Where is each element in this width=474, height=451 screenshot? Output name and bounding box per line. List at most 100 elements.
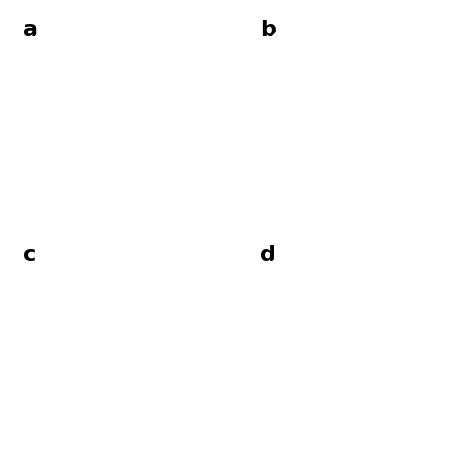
Circle shape [256, 241, 455, 440]
Polygon shape [373, 366, 389, 377]
Polygon shape [360, 323, 430, 358]
Polygon shape [199, 105, 220, 168]
Polygon shape [329, 145, 344, 156]
Ellipse shape [7, 240, 166, 377]
Polygon shape [356, 235, 373, 323]
Polygon shape [330, 379, 351, 436]
Wedge shape [55, 132, 90, 150]
Circle shape [321, 341, 327, 348]
Circle shape [366, 341, 373, 348]
Polygon shape [93, 153, 114, 210]
FancyBboxPatch shape [21, 349, 216, 442]
Polygon shape [329, 370, 344, 382]
Circle shape [19, 241, 218, 440]
Polygon shape [92, 370, 107, 382]
Polygon shape [373, 235, 462, 266]
Polygon shape [127, 383, 132, 398]
Polygon shape [136, 140, 152, 152]
Circle shape [326, 328, 332, 335]
Circle shape [323, 335, 329, 341]
Text: b: b [260, 19, 276, 40]
Circle shape [40, 334, 91, 385]
Polygon shape [368, 323, 457, 338]
Circle shape [330, 328, 364, 362]
Polygon shape [330, 153, 351, 210]
Circle shape [344, 364, 350, 370]
Polygon shape [373, 140, 389, 152]
Polygon shape [387, 235, 462, 298]
Circle shape [362, 355, 369, 361]
Polygon shape [368, 323, 457, 351]
Polygon shape [313, 136, 409, 147]
Polygon shape [436, 105, 457, 168]
Wedge shape [65, 334, 91, 385]
Polygon shape [131, 323, 220, 351]
Polygon shape [364, 157, 369, 172]
Polygon shape [123, 98, 193, 132]
Polygon shape [338, 235, 373, 323]
Text: c: c [23, 245, 36, 265]
Polygon shape [76, 136, 172, 147]
Circle shape [19, 15, 218, 215]
Circle shape [365, 348, 371, 354]
Polygon shape [360, 98, 430, 132]
Text: d: d [260, 245, 276, 265]
Polygon shape [12, 235, 225, 446]
Polygon shape [313, 362, 409, 372]
Polygon shape [76, 362, 172, 383]
Polygon shape [118, 9, 136, 98]
Polygon shape [8, 5, 229, 225]
Polygon shape [249, 9, 462, 221]
Polygon shape [127, 157, 132, 172]
Wedge shape [257, 314, 457, 442]
Polygon shape [150, 9, 225, 73]
Polygon shape [92, 145, 107, 156]
Polygon shape [356, 9, 373, 98]
Polygon shape [131, 323, 220, 338]
Polygon shape [136, 9, 225, 41]
Circle shape [337, 363, 343, 369]
Circle shape [365, 335, 371, 341]
FancyBboxPatch shape [258, 124, 453, 217]
Circle shape [356, 359, 363, 365]
Polygon shape [256, 77, 345, 105]
Polygon shape [245, 5, 466, 225]
Polygon shape [436, 330, 457, 393]
Circle shape [344, 319, 350, 325]
Polygon shape [4, 226, 233, 451]
Polygon shape [19, 302, 108, 330]
Circle shape [256, 15, 455, 215]
Polygon shape [19, 77, 108, 105]
Polygon shape [249, 235, 462, 446]
Polygon shape [245, 230, 466, 451]
Polygon shape [129, 379, 150, 436]
Ellipse shape [52, 345, 64, 354]
Polygon shape [131, 98, 220, 125]
Circle shape [361, 329, 367, 336]
Wedge shape [20, 314, 220, 442]
Circle shape [331, 324, 337, 331]
Polygon shape [4, 0, 233, 230]
Text: a: a [23, 19, 38, 40]
Polygon shape [199, 330, 220, 393]
Polygon shape [19, 302, 110, 336]
FancyBboxPatch shape [258, 349, 453, 442]
Circle shape [351, 320, 357, 327]
Polygon shape [241, 226, 470, 451]
Circle shape [337, 320, 343, 327]
Wedge shape [40, 359, 91, 385]
Polygon shape [101, 235, 136, 323]
Polygon shape [129, 153, 150, 210]
Ellipse shape [337, 335, 346, 341]
Polygon shape [364, 383, 369, 398]
Circle shape [305, 115, 330, 140]
Polygon shape [150, 235, 225, 298]
Polygon shape [101, 9, 136, 98]
Ellipse shape [7, 14, 166, 152]
Wedge shape [305, 128, 330, 140]
Polygon shape [51, 323, 131, 358]
Polygon shape [387, 9, 462, 73]
Circle shape [357, 323, 364, 330]
Polygon shape [241, 0, 470, 230]
Polygon shape [288, 323, 368, 358]
